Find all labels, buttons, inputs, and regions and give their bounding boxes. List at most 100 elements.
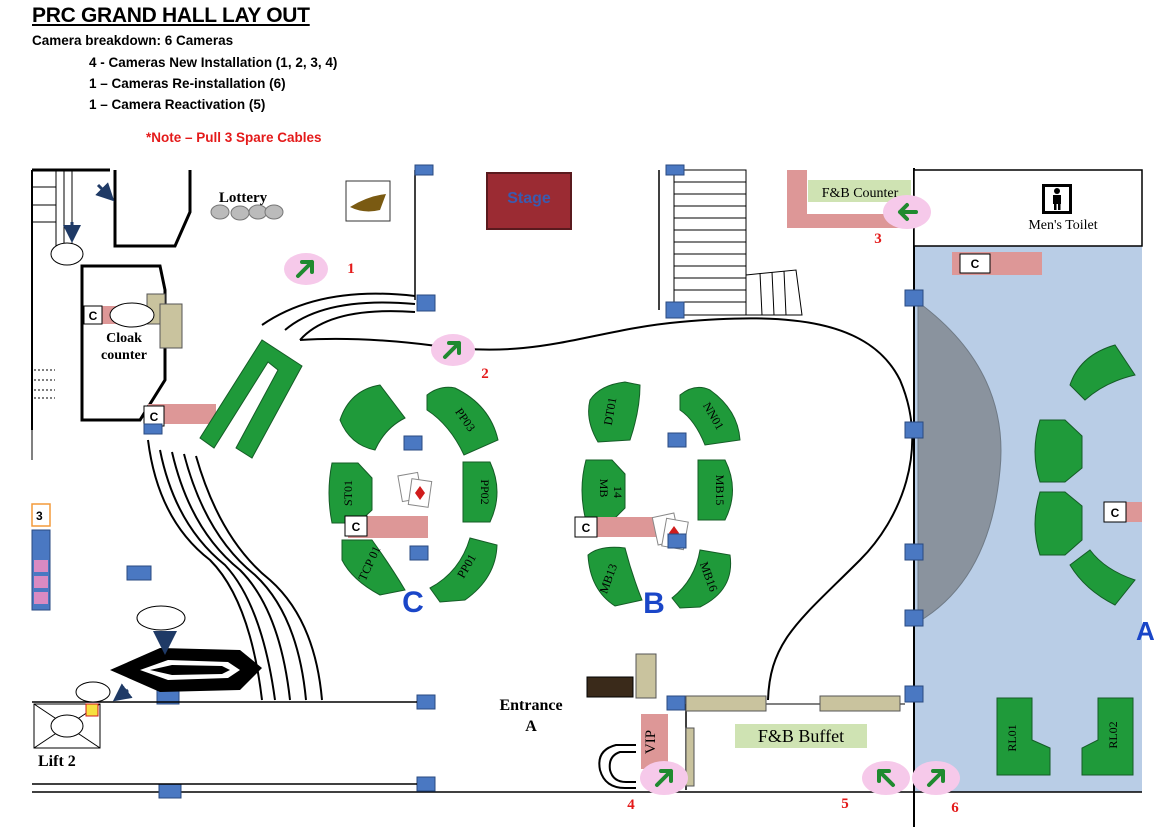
counter-desk [148,404,216,424]
phone-icon [574,516,598,538]
svg-text:C: C [150,410,159,424]
fb-buffet-sign [735,724,867,748]
lottery-balls-icon [210,204,284,221]
phone-icon [344,515,368,537]
furniture [635,653,657,699]
cloak-label: counter [101,348,147,363]
furniture [685,695,767,712]
cloak-label: Cloak [106,331,142,346]
camera-breakdown-line: 1 – Camera Reactivation (5) [89,97,266,112]
camera-6[interactable] [912,761,960,795]
svg-text:C: C [971,257,980,271]
area-a-label: A [1136,616,1154,646]
vip-label: VIP [643,730,659,754]
fb-buffet-label: F&B Buffet [758,726,844,746]
camera-number: 1 [347,261,355,277]
counter-desk [348,516,428,538]
svg-text:C: C [89,309,98,323]
camera-2[interactable] [431,334,475,366]
table-label: 14 [611,486,625,498]
pillars [126,164,924,799]
entrance-label: Entrance [499,697,562,714]
sign-ellipse [75,681,111,703]
svg-text:C: C [1111,506,1120,520]
fb-counter-desk [787,170,807,228]
lift-label: Lift 2 [38,753,76,770]
camera-1[interactable] [284,253,328,285]
camera-arrow-icon [443,341,461,359]
camera-number: 6 [951,800,959,816]
camera-number: 5 [841,796,849,812]
phone-icon [959,253,991,274]
green-bar [199,339,303,459]
table-label: RL01 [1005,724,1019,751]
furniture [819,695,901,712]
phone-icon [83,305,103,325]
table-label: MB15 [713,475,727,506]
area-c-tables: PP03 ST01 PP02 TCP 01 PP01 [328,384,499,603]
camera-arrow-icon [877,769,895,787]
table-label: PP02 [478,479,492,504]
svg-text:C: C [352,520,361,534]
sign-ellipse [109,302,155,328]
camera-number: 3 [874,231,882,247]
table-rl02 [1081,697,1134,776]
lift-button-icon [85,703,99,717]
area-a-tables [1034,344,1136,606]
spare-cable-note: *Note – Pull 3 Spare Cables [146,130,322,145]
camera-3[interactable] [883,195,931,229]
table-label: ST01 [341,480,355,506]
lottery-label: Lottery [219,190,268,206]
camera-breakdown-line: Camera breakdown: 6 Cameras [32,33,234,48]
sign-3 [31,503,51,527]
phone-icon [1103,501,1127,523]
table-area-boundary [436,317,914,701]
stage [486,172,572,230]
page-title: PRC GRAND HALL LAY OUT [32,4,310,27]
area-b-tables: DT01 NN01 MB 14 MB15 MB13 MB16 [581,381,741,609]
fb-counter-sign [808,180,911,202]
camera-number: 4 [627,797,635,813]
entrance-label: A [525,718,537,735]
arrow-icon [112,683,133,702]
vip-counter [641,714,668,769]
table-label: MB [597,479,611,498]
camera-breakdown-line: 4 - Cameras New Installation (1, 2, 3, 4… [89,55,338,70]
mens-toilet [913,169,1143,247]
camera-arrow-icon [898,203,918,221]
table-rl01 [996,697,1051,776]
vip-door [598,744,636,789]
camera-4[interactable] [640,761,688,795]
counter-desk [578,517,658,537]
header-notes: PRC GRAND HALL LAY OUT Camera breakdown:… [0,0,1154,160]
fb-counter-label: F&B Counter [822,186,899,201]
sign-ellipse [136,605,186,631]
playing-card-icon [397,471,433,508]
area-c-label: C [402,586,424,619]
cloak-cabinet [159,303,183,349]
area-b-label: B [643,587,665,620]
sign-ellipse [50,242,84,266]
table-label: RL02 [1106,721,1120,748]
camera-arrow-icon [296,260,314,278]
camera-number: 2 [481,366,489,382]
fb-counter-desk [807,214,907,228]
elevator-panel [31,529,51,611]
table-label: DT01 [601,396,620,426]
sign-3-label: 3 [36,509,43,523]
furniture [685,727,695,787]
furniture [586,676,634,698]
dance-floor [917,301,1002,623]
camera-breakdown-line: 1 – Cameras Re-installation (6) [89,76,286,91]
camera-arrow-icon [655,769,673,787]
arrow-icon [95,182,115,202]
stage-label: Stage [507,190,551,207]
curved-walkway [147,292,416,701]
camera-5[interactable] [862,761,910,795]
left-corridor [31,168,192,430]
staircase [673,169,803,316]
mens-toilet-label: Men's Toilet [1028,218,1097,233]
svg-text:C: C [582,521,591,535]
camera-arrow-icon [927,769,945,787]
